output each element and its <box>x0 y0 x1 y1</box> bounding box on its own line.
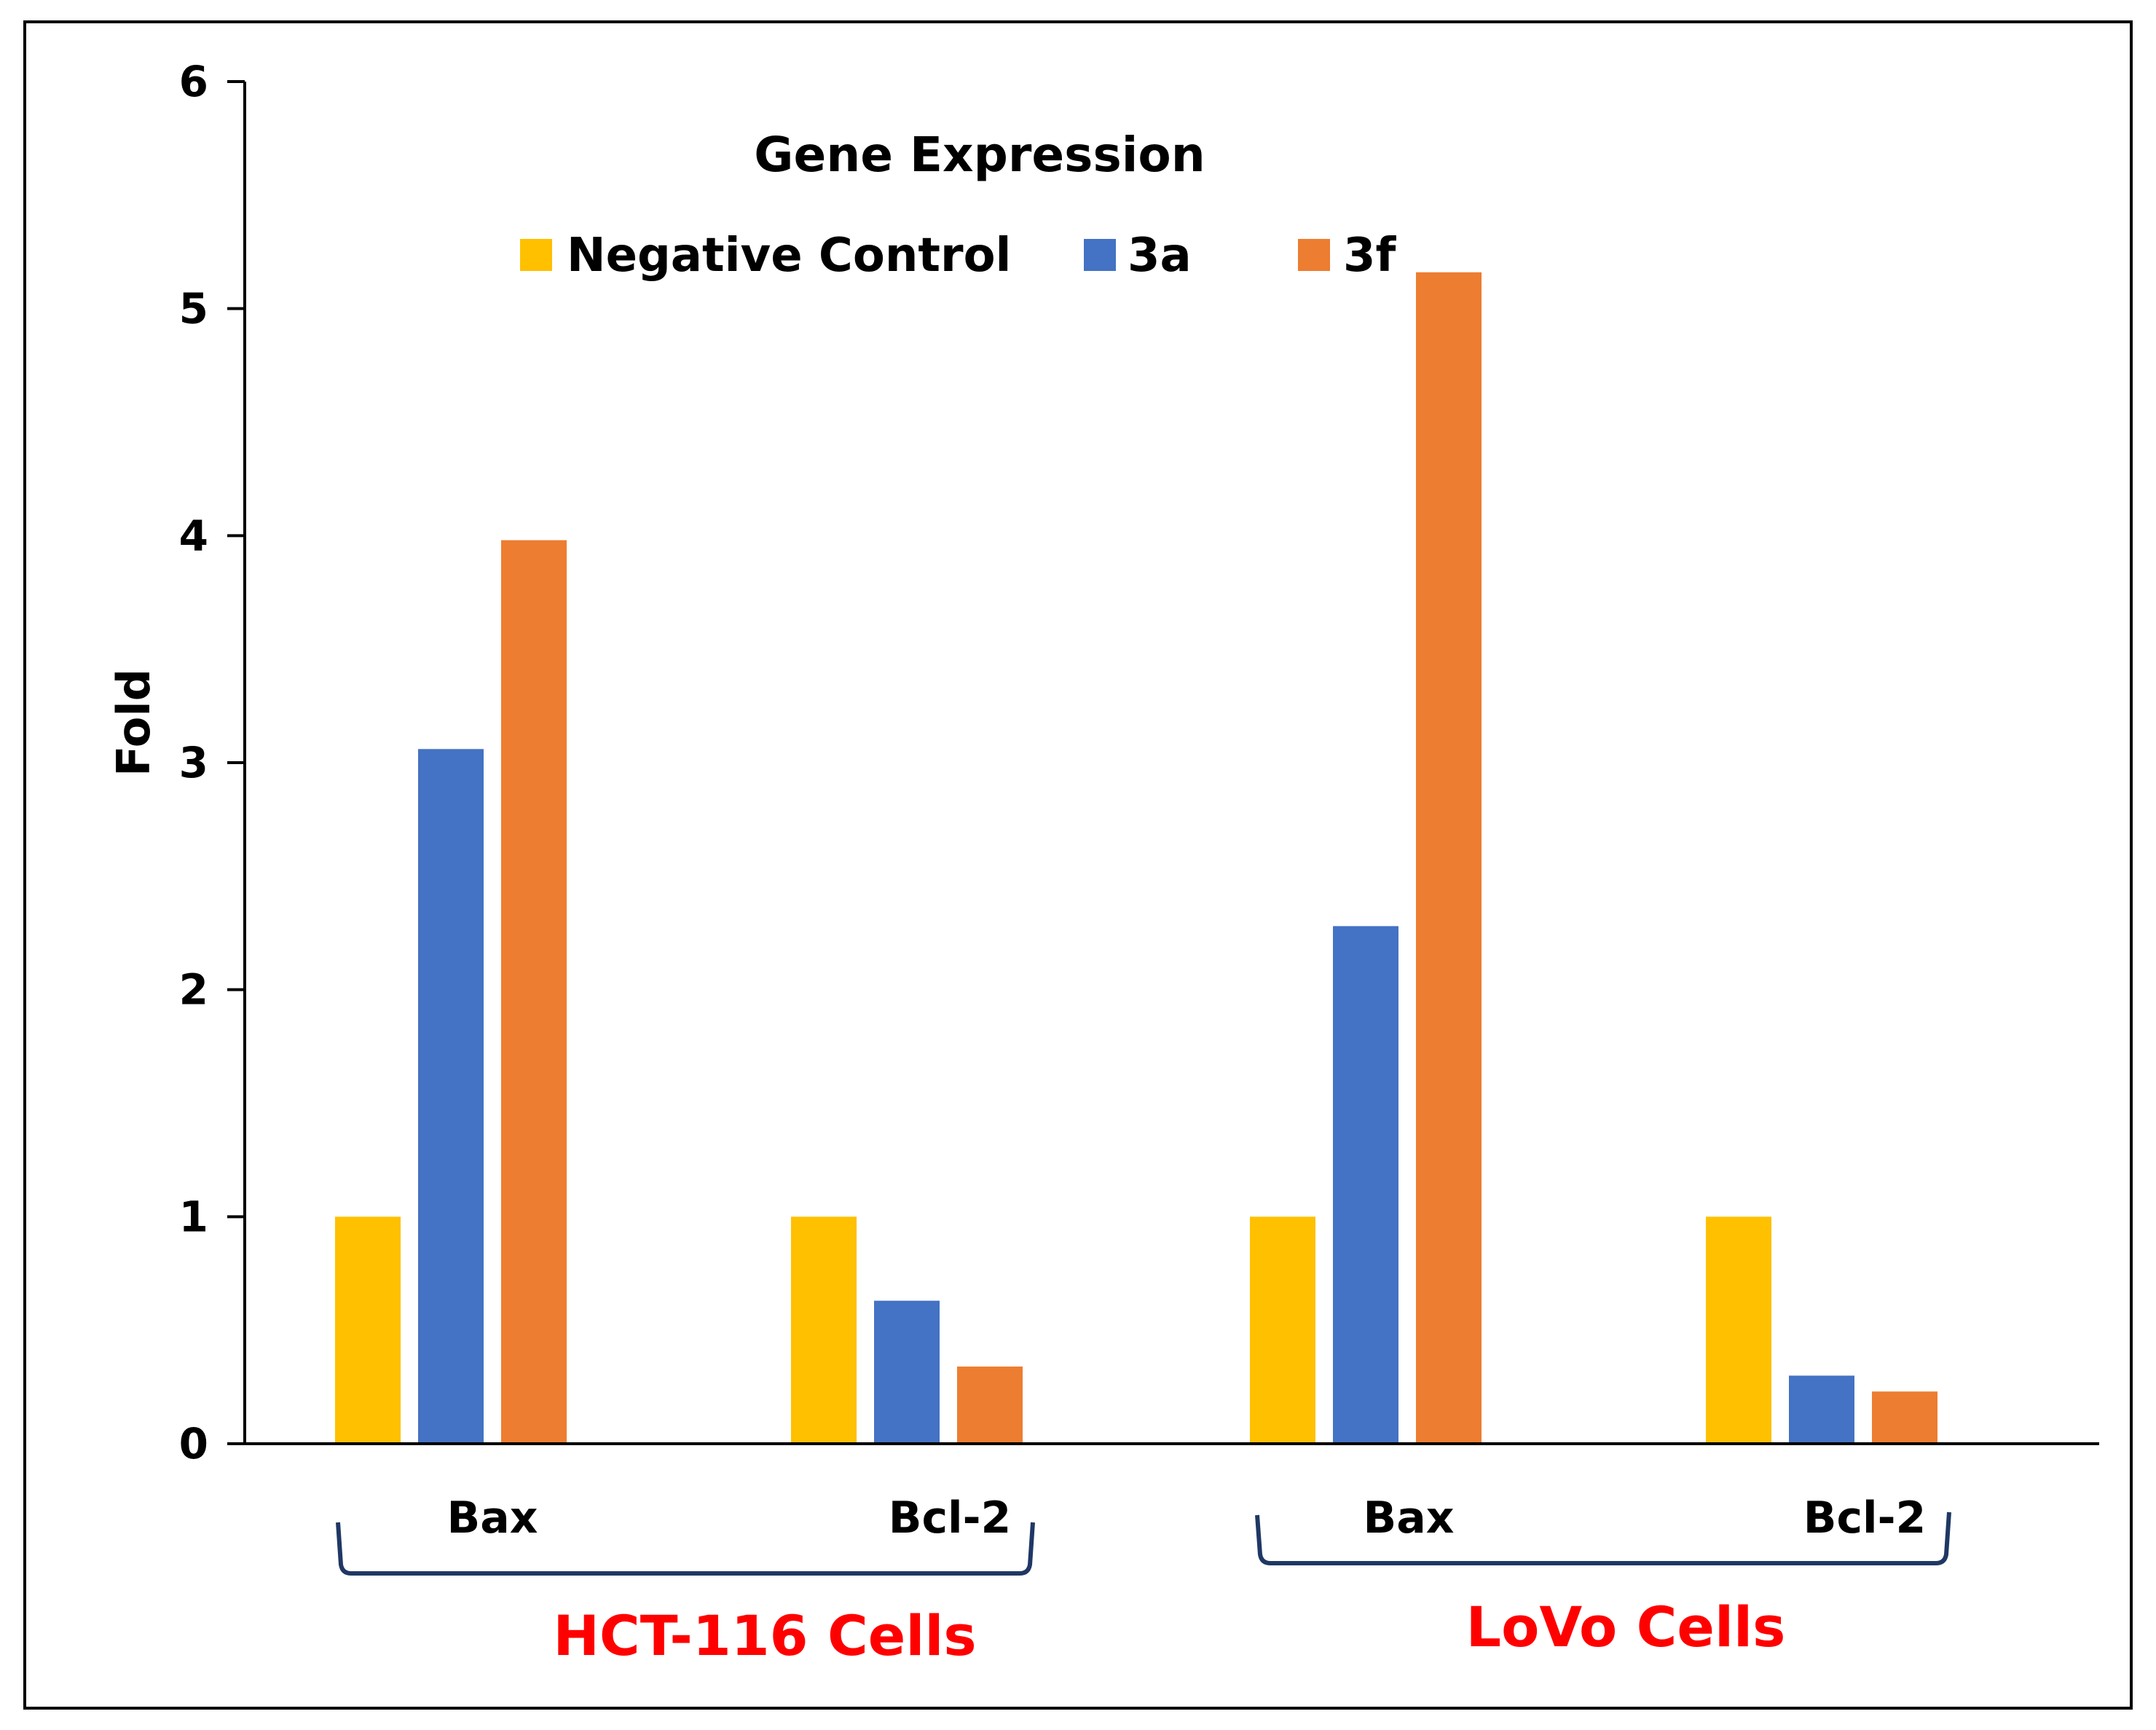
bar-3f-0 <box>501 540 567 1444</box>
legend: Negative Control 3a 3f <box>520 229 1397 283</box>
bar-3a-2 <box>1333 926 1398 1444</box>
bar-negative-control-2 <box>1250 1216 1315 1444</box>
group-bracket-hct116 <box>336 1522 1035 1576</box>
bar-3f-2 <box>1416 272 1482 1444</box>
bar-negative-control-3 <box>1706 1216 1771 1444</box>
category-label-1: Bcl-2 <box>889 1493 1012 1544</box>
legend-swatch-0 <box>520 239 552 271</box>
y-tick-label: 4 <box>179 511 208 560</box>
group-label-hct116: HCT-116 Cells <box>553 1603 976 1668</box>
legend-label-2: 3f <box>1343 229 1397 283</box>
bar-3a-0 <box>418 749 484 1444</box>
bar-3f-3 <box>1872 1391 1937 1444</box>
category-label-0: Bax <box>447 1493 538 1544</box>
chart-title: Gene Expression <box>754 127 1205 183</box>
legend-label-0: Negative Control <box>567 229 1011 283</box>
bar-negative-control-1 <box>791 1216 857 1444</box>
y-tick-label: 0 <box>179 1419 208 1468</box>
bars <box>335 272 1937 1444</box>
legend-swatch-1 <box>1084 239 1116 271</box>
group-bracket-lovo <box>1255 1511 1951 1565</box>
y-tick-label: 3 <box>179 738 208 787</box>
y-tick-label: 1 <box>179 1192 208 1241</box>
category-labels: Bax Bcl-2 Bax Bcl-2 <box>447 1493 1927 1544</box>
y-axis-label: Fold <box>107 669 160 776</box>
bar-3a-3 <box>1789 1375 1854 1444</box>
y-axis-ticks: 0 1 2 3 4 5 6 <box>179 57 245 1468</box>
bar-negative-control-0 <box>335 1216 401 1444</box>
group-label-lovo: LoVo Cells <box>1466 1595 1786 1659</box>
category-label-2: Bax <box>1364 1493 1455 1544</box>
y-tick-label: 2 <box>179 965 208 1015</box>
chart-frame <box>23 20 2133 1710</box>
bar-3f-1 <box>957 1367 1023 1444</box>
legend-label-1: 3a <box>1128 229 1192 283</box>
legend-swatch-2 <box>1298 239 1330 271</box>
category-label-3: Bcl-2 <box>1803 1493 1927 1544</box>
bar-3a-1 <box>874 1300 940 1444</box>
y-tick-label: 5 <box>179 284 208 334</box>
y-tick-label: 6 <box>179 57 208 106</box>
